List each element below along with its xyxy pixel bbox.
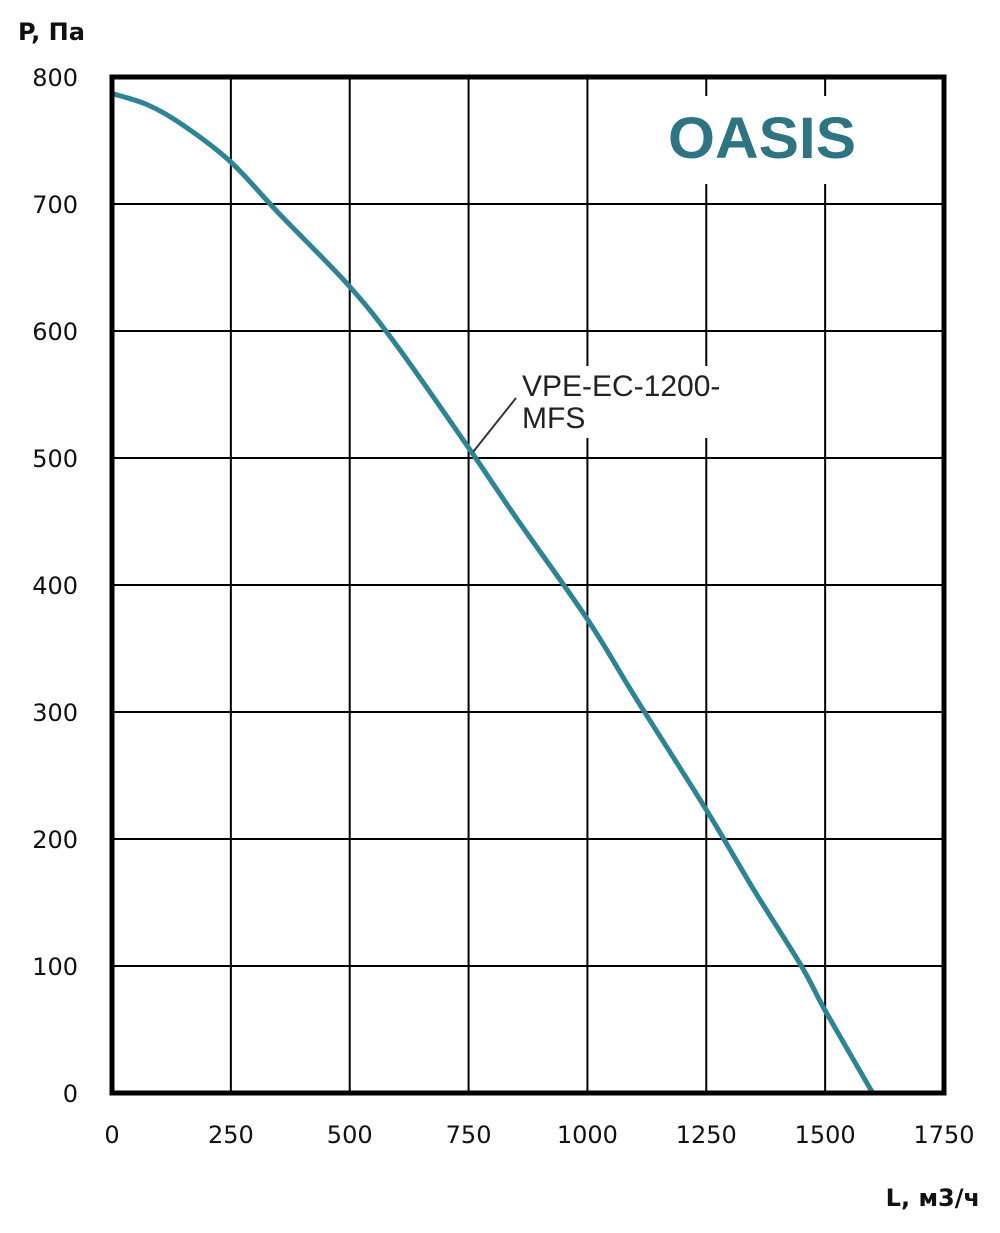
x-tick-label: 1000 xyxy=(557,1121,618,1149)
y-axis-label: P, Па xyxy=(18,18,85,46)
series-label-leader xyxy=(472,397,517,453)
y-tick-label: 500 xyxy=(32,445,78,473)
series-line xyxy=(109,91,876,1096)
x-tick-label: 1500 xyxy=(795,1121,856,1149)
series-label-line-1: VPE-EC-1200- xyxy=(522,370,720,403)
x-tick-label: 750 xyxy=(446,1121,492,1149)
grid-lines xyxy=(111,76,945,1094)
y-tick-label: 800 xyxy=(32,64,78,92)
y-tick-label: 0 xyxy=(63,1080,78,1108)
y-tick-label: 300 xyxy=(32,699,78,727)
y-tick-labels: 0 100 200 300 400 500 600 700 800 xyxy=(32,64,78,1108)
brand-background xyxy=(662,96,867,184)
series-label-background xyxy=(516,366,756,438)
y-tick-label: 100 xyxy=(32,953,78,981)
x-tick-label: 1750 xyxy=(913,1121,974,1149)
plot-frame xyxy=(109,74,947,1096)
series-label-line-2: MFS xyxy=(522,402,585,435)
y-tick-label: 400 xyxy=(32,572,78,600)
brand-logo-text: OASIS xyxy=(668,106,856,171)
x-tick-label: 500 xyxy=(327,1121,373,1149)
y-tick-label: 200 xyxy=(32,826,78,854)
x-tick-label: 0 xyxy=(104,1121,119,1149)
x-tick-labels: 0 250 500 750 1000 1250 1500 1750 xyxy=(104,1121,974,1149)
x-tick-label: 1250 xyxy=(676,1121,737,1149)
y-tick-label: 600 xyxy=(32,318,78,346)
y-tick-label: 700 xyxy=(32,191,78,219)
x-tick-label: 250 xyxy=(208,1121,254,1149)
x-axis-label: L, м3/ч xyxy=(886,1184,980,1212)
